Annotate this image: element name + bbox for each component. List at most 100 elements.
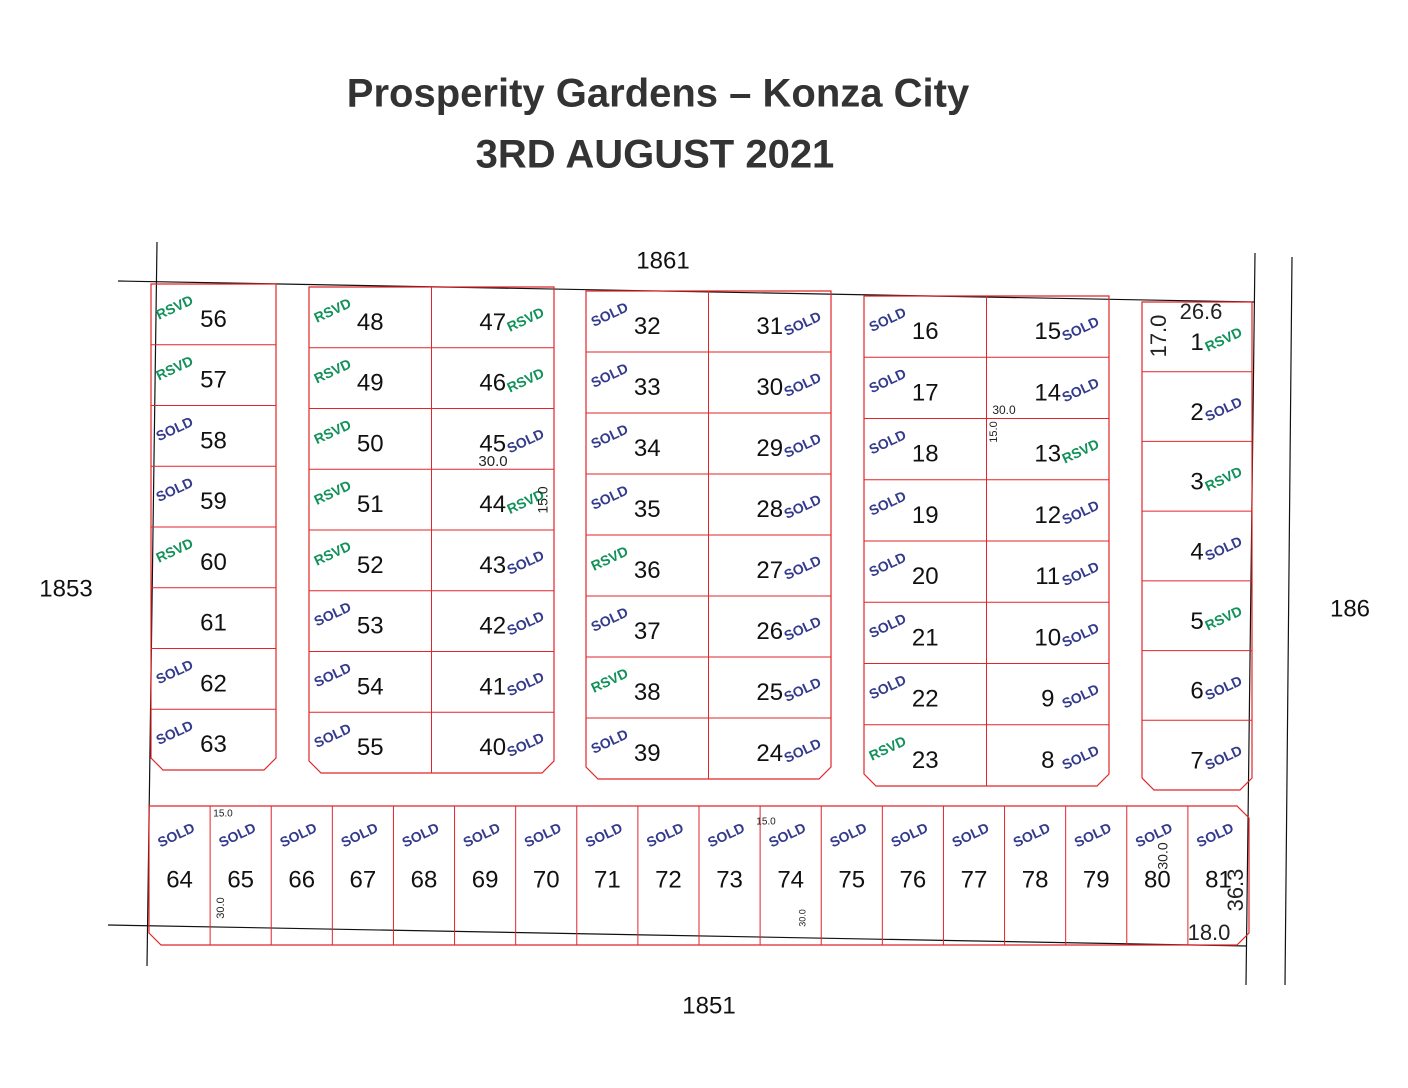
- plot-status: SOLD: [522, 819, 564, 850]
- plot-number: 10: [1034, 624, 1061, 651]
- road-label: 1861: [636, 247, 689, 274]
- plot-number: 81: [1205, 866, 1232, 893]
- plot-number: 17: [912, 379, 939, 406]
- road-edge: [1284, 256, 1293, 986]
- plot-status: SOLD: [1059, 742, 1101, 773]
- plot-status: SOLD: [781, 491, 823, 522]
- plot-status: SOLD: [311, 659, 353, 690]
- plot-number: 50: [357, 430, 384, 457]
- plot-status: RSVD: [1202, 324, 1244, 355]
- block-outline: [148, 805, 1250, 946]
- plot-status: SOLD: [781, 369, 823, 400]
- plot-status: SOLD: [153, 656, 195, 687]
- plot-status: SOLD: [588, 482, 630, 513]
- plot-status: RSVD: [311, 538, 353, 569]
- plot-number: 27: [756, 557, 783, 584]
- plot-status: SOLD: [1202, 672, 1244, 703]
- plot-status: SOLD: [1059, 558, 1101, 589]
- plot-number: 42: [479, 613, 506, 640]
- plot-number: 57: [200, 367, 227, 394]
- plot-number: 63: [200, 731, 227, 758]
- plot-number: 79: [1083, 866, 1110, 893]
- plot-number: 52: [357, 552, 384, 579]
- date: 3RD AUGUST 2021: [476, 133, 835, 177]
- plot-status: SOLD: [949, 819, 991, 850]
- road-edge: [107, 924, 1248, 947]
- plot-status: SOLD: [1059, 374, 1101, 405]
- plot-status: RSVD: [153, 352, 195, 383]
- road-label: 186: [1330, 595, 1370, 622]
- dimension-label: 15.0: [756, 817, 776, 828]
- plot-number: 30: [756, 374, 783, 401]
- plot-status: SOLD: [866, 304, 908, 335]
- plot-status: SOLD: [1072, 819, 1114, 850]
- plot-status: SOLD: [781, 430, 823, 461]
- plot-status: SOLD: [781, 308, 823, 339]
- plot-number: 53: [357, 613, 384, 640]
- dimension-label: 26.6: [1180, 299, 1223, 324]
- plot-number: 25: [756, 679, 783, 706]
- plot-number: 45: [479, 430, 506, 457]
- plot-status: SOLD: [338, 819, 380, 850]
- plot-status: SOLD: [866, 549, 908, 580]
- plot-number: 56: [200, 306, 227, 333]
- plot-status: SOLD: [866, 365, 908, 396]
- plot-number: 61: [200, 610, 227, 637]
- plot-status: SOLD: [583, 819, 625, 850]
- plot-status: SOLD: [588, 360, 630, 391]
- plot-number: 64: [166, 866, 193, 893]
- plot-number: 71: [594, 866, 621, 893]
- plot-number: 73: [716, 866, 743, 893]
- block-outline: [150, 283, 277, 771]
- plot-number: 78: [1022, 866, 1049, 893]
- plot-status: SOLD: [1202, 533, 1244, 564]
- plot-number: 22: [912, 686, 939, 713]
- plot-number: 9: [1041, 686, 1054, 713]
- plot-status: SOLD: [1059, 681, 1101, 712]
- plot-status: SOLD: [504, 608, 546, 639]
- plot-status: SOLD: [311, 720, 353, 751]
- plot-status: SOLD: [866, 488, 908, 519]
- plot-number: 69: [472, 866, 499, 893]
- plot-number: 44: [479, 491, 506, 518]
- plot-number: 19: [912, 502, 939, 529]
- plot-number: 34: [634, 435, 661, 462]
- dimension-label: 30.0: [478, 453, 507, 470]
- plot-status: RSVD: [866, 733, 908, 764]
- plot-status: SOLD: [781, 552, 823, 583]
- plot-number: 47: [479, 309, 506, 336]
- plot-number: 31: [756, 313, 783, 340]
- plot-number: 60: [200, 549, 227, 576]
- plot-number: 68: [411, 866, 438, 893]
- plot-status: SOLD: [1059, 497, 1101, 528]
- plot-number: 65: [227, 866, 254, 893]
- plot-number: 8: [1041, 747, 1054, 774]
- plot-status: SOLD: [588, 726, 630, 757]
- plot-status: SOLD: [866, 610, 908, 641]
- plot-number: 12: [1034, 502, 1061, 529]
- plot-status: RSVD: [1202, 603, 1244, 634]
- plot-status: SOLD: [1059, 313, 1101, 344]
- plot-number: 7: [1190, 747, 1203, 774]
- plot-status: RSVD: [153, 292, 195, 323]
- plot-status: RSVD: [504, 304, 546, 335]
- plot-number: 77: [961, 866, 988, 893]
- block-outline: [585, 290, 832, 780]
- plot-status: SOLD: [461, 819, 503, 850]
- plot-status: RSVD: [311, 355, 353, 386]
- plot-status: RSVD: [1202, 463, 1244, 494]
- plot-number: 67: [350, 866, 377, 893]
- plot-number: 18: [912, 441, 939, 468]
- plot-status: SOLD: [588, 299, 630, 330]
- plot-number: 48: [357, 309, 384, 336]
- plot-number: 43: [479, 552, 506, 579]
- dimension-label: 30.0: [215, 897, 227, 918]
- plot-number: 23: [912, 747, 939, 774]
- dimension-label: 30.0: [797, 909, 807, 927]
- plot-status: SOLD: [504, 547, 546, 578]
- plot-status: SOLD: [705, 819, 747, 850]
- plot-number: 15: [1034, 318, 1061, 345]
- plot-number: 5: [1190, 608, 1203, 635]
- dimension-label: 36.3: [1223, 869, 1248, 912]
